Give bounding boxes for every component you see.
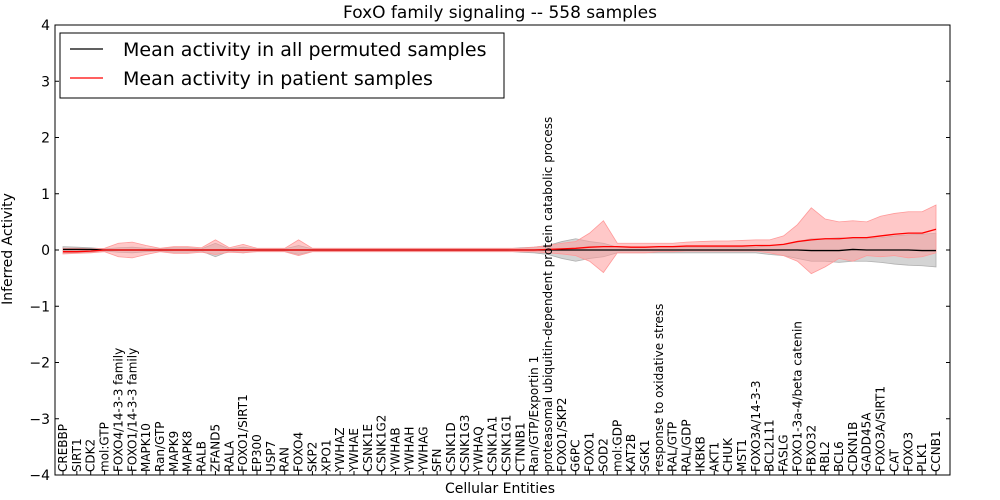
x-tick-label: BCL6 <box>832 441 846 472</box>
x-tick-label: FOXO4/14-3-3 family <box>111 348 125 472</box>
legend: Mean activity in all permuted samples Mea… <box>59 32 505 99</box>
x-tick-label: CDKN1B <box>846 422 860 472</box>
x-tick-label: SOD2 <box>596 438 610 472</box>
x-tick-label: FOXO3 <box>901 432 915 472</box>
x-tick-label: FOXO1/SIRT1 <box>236 394 250 472</box>
x-tick-label: FOXO4 <box>292 432 306 472</box>
x-tick-label: CSNK1G1 <box>499 415 513 472</box>
x-tick-label: USP7 <box>264 441 278 472</box>
chart-title: FoxO family signaling -- 558 samples <box>343 3 657 23</box>
x-tick-label: CSNK1D <box>444 422 458 472</box>
x-tick-label: MST1 <box>735 439 749 472</box>
x-tick-label: MAPK9 <box>167 431 181 472</box>
x-tick-label: XPO1 <box>319 439 333 472</box>
x-tick-label: CSNK1A1 <box>486 416 500 472</box>
x-tick-label: YWHAQ <box>472 426 486 473</box>
y-tick-label: 1 <box>41 187 50 203</box>
y-tick-label: −1 <box>29 299 50 315</box>
x-tick-label: YWHAB <box>389 427 403 473</box>
x-tick-label: FBXO32 <box>804 425 818 472</box>
x-tick-label: Ran/GTP <box>153 421 167 472</box>
x-tick-label: RALB <box>195 441 209 472</box>
plot-frame <box>54 24 951 476</box>
x-tick-label: CSNK1G3 <box>458 415 472 472</box>
x-tick-label: YWHAZ <box>333 427 347 473</box>
y-tick-label: −2 <box>29 356 50 372</box>
x-tick-label: response to oxidative stress <box>652 304 666 472</box>
x-tick-label: MAPK10 <box>139 423 153 472</box>
x-tick-label: SGK1 <box>638 440 652 472</box>
x-tick-label: CCNB1 <box>929 430 943 472</box>
y-tick-label: 4 <box>41 18 50 34</box>
y-axis-label: Inferred Activity <box>0 193 16 305</box>
x-tick-label: G6PC <box>569 439 583 472</box>
x-tick-label: RALA <box>222 440 236 472</box>
x-tick-label: CSNK1E <box>361 424 375 472</box>
x-tick-label: mol:GDP <box>610 420 624 472</box>
y-tick-label: −3 <box>29 412 50 428</box>
legend-label: Mean activity in patient samples <box>123 68 433 90</box>
x-tick-label: KAT2B <box>624 434 638 472</box>
x-tick-label: proteasomal ubiquitin-dependent protein … <box>541 117 555 472</box>
x-tick-label: RAN <box>278 447 292 472</box>
x-tick-label: FOXO1-3a-4/beta catenin <box>790 321 804 472</box>
legend-box <box>59 32 505 99</box>
x-tick-label: YWHAE <box>347 428 361 473</box>
x-tick-label: RAL/GDP <box>680 419 694 472</box>
legend-label: Mean activity in all permuted samples <box>123 39 486 61</box>
y-tick-label: 0 <box>41 243 50 259</box>
x-tick-label: SFN <box>430 449 444 473</box>
x-tick-label: RAL/GTP <box>666 422 680 472</box>
x-tick-label: FASLG <box>777 434 791 472</box>
x-tick-label: FOXO1/SKP2 <box>555 397 569 472</box>
x-tick-label: EP300 <box>250 434 264 472</box>
x-tick-label: BCL2L11 <box>763 419 777 472</box>
series-line-patient <box>63 228 937 253</box>
x-tick-label: IKBKB <box>693 436 707 472</box>
y-tick-label: −4 <box>29 468 50 484</box>
x-tick-label: FOXO1/14-3-3 family <box>125 348 139 472</box>
x-tick-label: YWHAH <box>402 427 416 473</box>
x-tick-label: CSNK1G2 <box>375 415 389 472</box>
x-tick-label: GADD45A <box>860 412 874 472</box>
x-tick-label: Ran/GTP/Exportin 1 <box>527 356 541 472</box>
x-tick-label: YWHAG <box>416 426 430 473</box>
x-tick-label: CHUK <box>721 437 735 472</box>
x-tick-label: FOXO1 <box>583 432 597 472</box>
y-tick-label: 3 <box>41 74 50 90</box>
x-tick-label: RBL2 <box>818 441 832 472</box>
band-patient <box>62 204 937 275</box>
x-tick-label: AKT1 <box>707 442 721 472</box>
x-tick-label: mol:GTP <box>98 422 112 472</box>
x-tick-label: ZFAND5 <box>208 424 222 472</box>
y-tick-label: 2 <box>41 131 50 147</box>
x-tick-label: FOXO3A/SIRT1 <box>874 386 888 472</box>
x-tick-label: CDK2 <box>84 439 98 472</box>
x-tick-label: CREBBP <box>56 424 70 472</box>
x-tick-label: CAT <box>887 448 901 472</box>
x-tick-label: PLK1 <box>915 443 929 472</box>
x-tick-label: FOXO3A/14-3-3 <box>749 380 763 472</box>
x-tick-label: MAPK8 <box>181 431 195 472</box>
x-tick-label: SIRT1 <box>70 438 84 472</box>
x-axis-label: Cellular Entities <box>445 481 555 497</box>
x-tick-label: CTNNB1 <box>513 422 527 472</box>
x-tick-label: SKP2 <box>305 442 319 472</box>
